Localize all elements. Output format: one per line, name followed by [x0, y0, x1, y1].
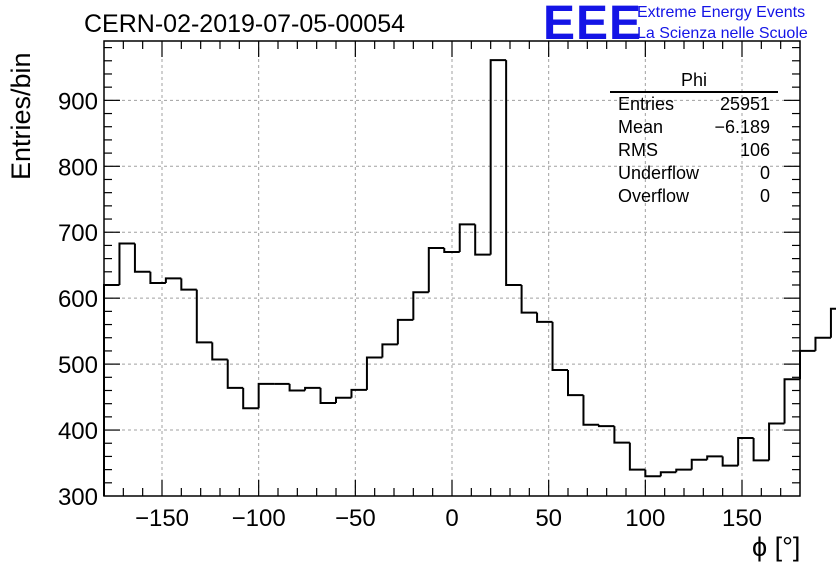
histogram-bin — [288, 383, 306, 392]
stats-value: −6.189 — [714, 117, 770, 137]
histogram-bin — [489, 59, 507, 255]
x-axis-label: ϕ [°] — [752, 532, 801, 562]
x-tick-label: 150 — [722, 505, 762, 532]
stats-row-entries: Entries 25951 — [610, 93, 778, 116]
stats-label: Mean — [618, 117, 664, 137]
histogram-bin — [474, 224, 491, 256]
stats-value: 0 — [759, 163, 770, 183]
histogram-bin — [319, 387, 336, 405]
histogram-bin — [458, 223, 476, 253]
histogram-bin — [164, 277, 182, 284]
histogram-bin — [381, 343, 398, 358]
histogram-bin — [118, 242, 135, 285]
stats-row-mean: Mean −6.189 — [610, 116, 778, 139]
axis-ticks — [104, 41, 800, 496]
histogram-bin — [133, 243, 151, 273]
histogram-bin — [505, 60, 522, 286]
stats-value: 25951 — [719, 94, 770, 114]
histogram-bin — [242, 387, 259, 410]
stats-row-underflow: Underflow 0 — [610, 162, 778, 185]
histogram-bin — [690, 458, 708, 470]
tick-labels: −150 −100 −50 0 50 100 150 300 400 500 600 700 800 90… — [58, 88, 762, 532]
histogram-bin — [613, 426, 630, 444]
histogram-bin — [814, 336, 831, 351]
histogram-bin — [335, 396, 352, 404]
stats-title: Phi — [610, 70, 778, 93]
y-tick-label: 900 — [58, 88, 98, 115]
stats-label: RMS — [618, 140, 658, 160]
histogram-bin — [257, 382, 275, 409]
histogram-bin — [783, 378, 800, 424]
y-tick-label: 400 — [58, 418, 98, 445]
histogram-bin — [412, 291, 429, 320]
histogram-bin — [149, 271, 166, 285]
x-tick-label: 50 — [535, 505, 562, 532]
eee-logo: EEE — [543, 0, 643, 50]
histogram-bin — [768, 422, 785, 461]
histogram-bin — [659, 471, 677, 477]
histogram-bin — [536, 312, 553, 323]
stats-row-overflow: Overflow 0 — [610, 185, 778, 208]
histogram-bin — [582, 395, 599, 426]
y-tick-label: 700 — [58, 220, 98, 247]
histogram-bin — [799, 349, 816, 380]
histogram-bin — [443, 248, 460, 254]
stats-label: Underflow — [618, 163, 700, 183]
x-tick-label: −150 — [135, 505, 189, 532]
histogram-bin — [737, 436, 754, 466]
histogram-bin — [644, 469, 661, 478]
y-tick-label: 800 — [58, 154, 98, 181]
histogram-bin — [427, 247, 445, 293]
histogram-bin — [721, 456, 739, 467]
y-axis-label: Entries/bin — [6, 52, 36, 180]
x-tick-label: −50 — [335, 505, 376, 532]
x-tick-label: 100 — [625, 505, 665, 532]
histogram-bin — [829, 307, 836, 338]
histogram-bin — [706, 455, 723, 460]
stats-value: 0 — [759, 186, 770, 206]
y-tick-label: 600 — [58, 286, 98, 313]
stats-label: Entries — [618, 94, 675, 114]
y-tick-label: 300 — [58, 484, 98, 511]
histogram-bin — [628, 442, 646, 471]
y-tick-label: 500 — [58, 352, 98, 379]
grid-lines — [104, 41, 800, 496]
logo-line-2: La Scienza nelle Scuole — [637, 25, 808, 42]
x-tick-label: −100 — [232, 505, 286, 532]
histogram-bin — [350, 388, 367, 398]
chart-title: CERN-02-2019-07-05-00054 — [84, 10, 406, 38]
x-tick-label: 0 — [445, 505, 458, 532]
histogram-bin — [675, 468, 692, 473]
histogram-bin — [226, 359, 244, 389]
histogram-bin — [597, 424, 615, 428]
histogram-bin — [304, 386, 321, 391]
histogram-bin — [195, 289, 213, 344]
stats-value: 106 — [739, 140, 770, 160]
histogram-bin — [520, 284, 538, 314]
histogram-series — [103, 59, 836, 496]
histogram-bin — [567, 370, 584, 397]
histogram-bin — [551, 321, 568, 372]
stats-row-rms: RMS 106 — [610, 139, 778, 162]
histogram-bin — [180, 278, 197, 291]
plot-frame — [103, 40, 801, 497]
histogram-bin — [752, 437, 770, 462]
logo-line-1: Extreme Energy Events — [637, 4, 806, 21]
stats-box: Phi Entries 25951 Mean −6.189 RMS 106 Un… — [610, 70, 778, 208]
histogram-bin — [365, 356, 383, 390]
histogram-bin — [211, 342, 228, 361]
histogram-bin — [396, 318, 414, 345]
stats-label: Overflow — [618, 186, 690, 206]
